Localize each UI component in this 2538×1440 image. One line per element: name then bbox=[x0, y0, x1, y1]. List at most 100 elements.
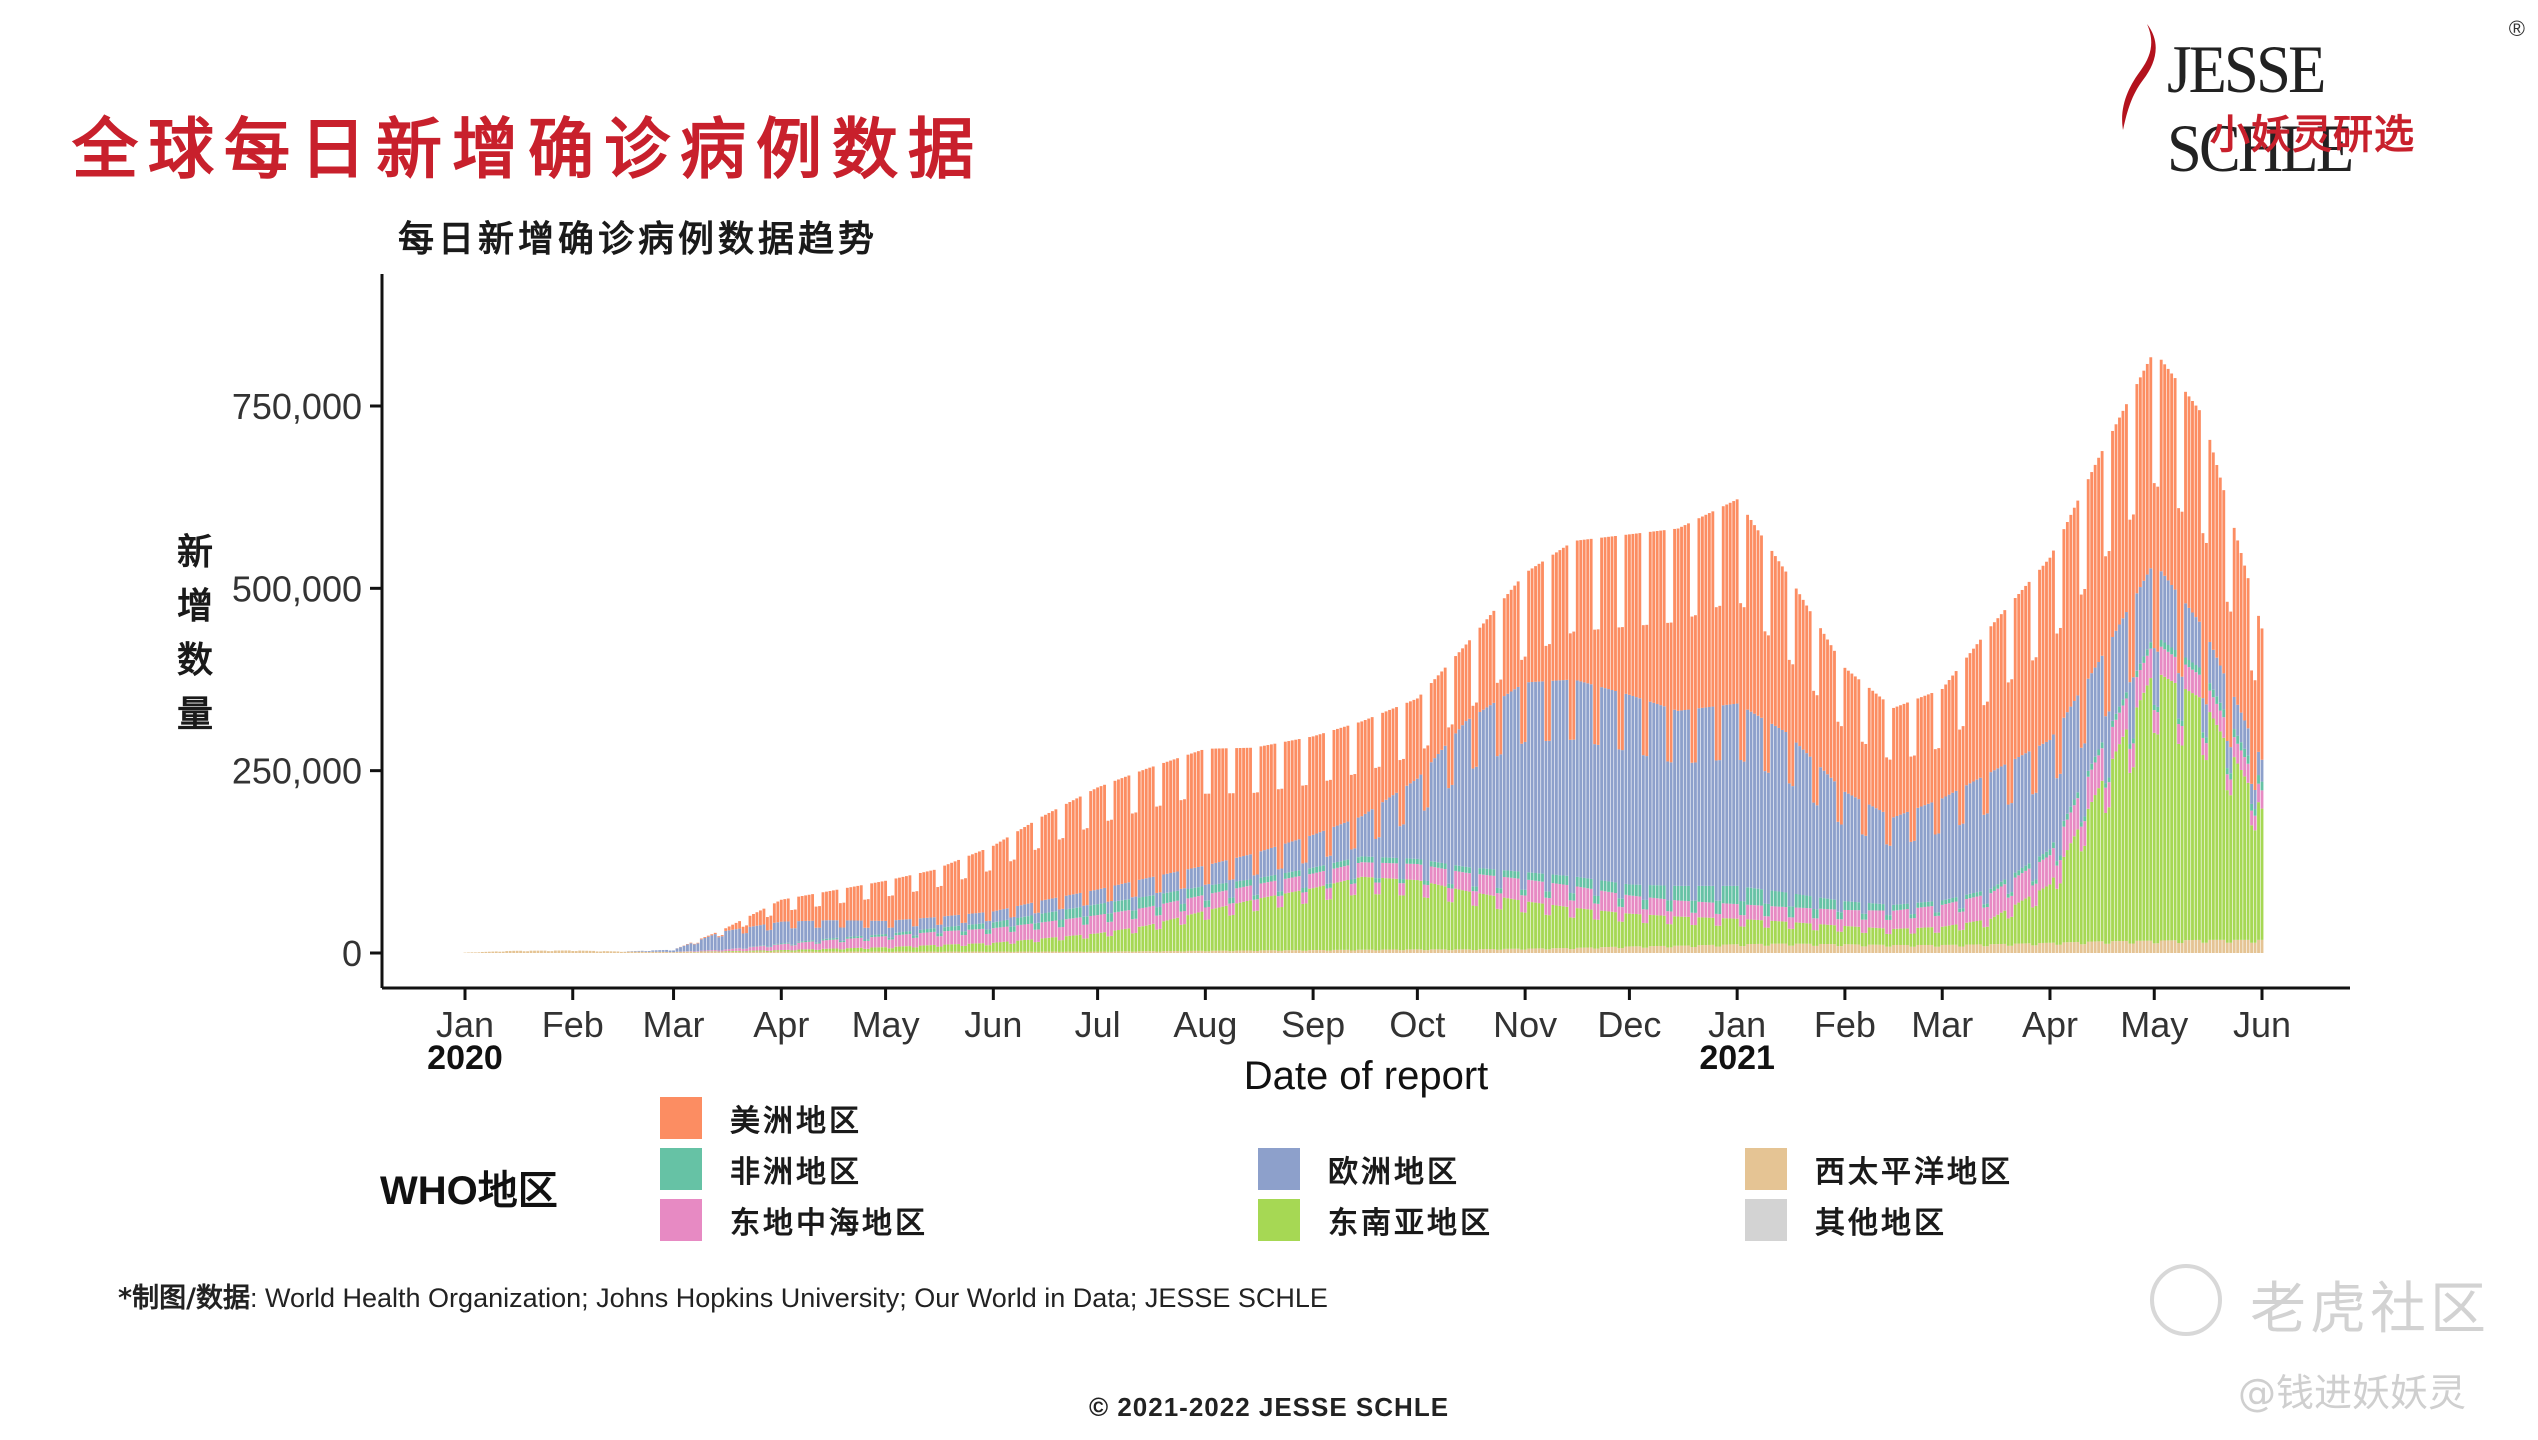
bar-segment bbox=[2111, 720, 2114, 727]
bar-segment bbox=[936, 951, 940, 953]
bar-segment bbox=[2083, 588, 2087, 744]
bar-segment bbox=[1572, 739, 1576, 894]
bar-segment bbox=[686, 951, 689, 953]
bar-segment bbox=[1673, 528, 1677, 710]
bar-segment bbox=[1238, 880, 1242, 888]
bar-segment bbox=[863, 951, 867, 953]
bar-segment bbox=[1068, 935, 1072, 952]
bar-segment bbox=[960, 922, 964, 932]
bar-segment bbox=[2052, 942, 2055, 953]
bar-segment bbox=[1148, 895, 1152, 907]
bar-segment bbox=[800, 921, 804, 942]
bar-segment bbox=[1019, 940, 1023, 952]
bar-segment bbox=[870, 935, 874, 938]
bar-segment bbox=[1565, 679, 1569, 876]
bar-segment bbox=[880, 920, 884, 935]
bar-segment bbox=[1718, 760, 1722, 901]
bar-segment bbox=[2097, 755, 2101, 789]
bar-segment bbox=[1694, 762, 1697, 901]
bar-segment bbox=[2177, 718, 2181, 725]
bar-segment bbox=[2215, 465, 2219, 658]
bar-segment bbox=[1617, 948, 1621, 953]
bar-segment bbox=[1308, 874, 1312, 889]
bar-segment bbox=[1509, 877, 1513, 899]
bar-segment bbox=[1144, 925, 1148, 952]
bar-segment bbox=[1829, 899, 1833, 910]
bar-segment bbox=[1937, 946, 1941, 953]
bar-segment bbox=[1565, 884, 1569, 907]
bar-segment bbox=[1561, 884, 1565, 907]
bar-segment bbox=[918, 872, 922, 919]
bar-segment bbox=[1137, 771, 1141, 880]
bar-segment bbox=[859, 937, 863, 948]
bar-segment bbox=[1096, 933, 1100, 952]
bar-segment bbox=[1120, 951, 1124, 953]
bar-segment bbox=[1308, 737, 1312, 836]
bar-segment bbox=[1440, 868, 1444, 886]
bar-segment bbox=[1405, 949, 1409, 953]
bar-segment bbox=[1061, 908, 1065, 920]
bar-segment bbox=[1085, 951, 1089, 953]
bar-segment bbox=[1096, 787, 1100, 890]
bar-segment bbox=[2128, 943, 2132, 953]
bar-segment bbox=[1704, 514, 1708, 708]
bar-segment bbox=[1857, 944, 1861, 953]
bar-segment bbox=[1624, 534, 1628, 694]
bar-segment bbox=[1836, 721, 1840, 822]
bar-segment bbox=[1732, 885, 1736, 904]
bar-segment bbox=[1162, 921, 1166, 952]
bar-segment bbox=[1885, 919, 1889, 934]
bar-segment bbox=[2253, 680, 2257, 790]
bar-segment bbox=[2260, 628, 2264, 760]
bar-segment bbox=[957, 925, 960, 931]
bar-segment bbox=[2194, 939, 2198, 953]
bar-segment bbox=[1982, 927, 1986, 947]
bar-segment bbox=[1509, 870, 1513, 878]
bar-segment bbox=[1829, 944, 1833, 953]
bar-segment bbox=[1864, 835, 1868, 914]
bar-segment bbox=[2222, 673, 2226, 710]
bar-segment bbox=[1700, 945, 1704, 953]
bar-segment bbox=[950, 862, 954, 916]
bar-segment bbox=[2204, 542, 2208, 705]
bar-segment bbox=[1426, 880, 1430, 886]
bar-segment bbox=[1422, 950, 1426, 953]
bar-segment bbox=[1767, 635, 1770, 773]
bar-segment bbox=[1541, 903, 1544, 949]
bar-segment bbox=[1026, 824, 1030, 904]
bar-segment bbox=[2232, 939, 2236, 953]
bar-segment bbox=[1183, 888, 1186, 904]
bar-segment bbox=[2243, 939, 2247, 953]
bar-segment bbox=[2093, 941, 2097, 953]
bar-segment bbox=[1127, 775, 1131, 883]
bar-segment bbox=[915, 891, 919, 927]
bar-segment bbox=[2104, 787, 2108, 813]
bar-segment bbox=[2204, 942, 2208, 953]
bar-segment bbox=[1203, 907, 1207, 921]
bar-segment bbox=[1760, 535, 1763, 718]
bar-segment bbox=[2097, 749, 2101, 756]
bar-segment bbox=[1016, 831, 1020, 906]
bar-segment bbox=[1753, 713, 1756, 889]
bar-segment bbox=[887, 939, 891, 949]
bar-segment bbox=[1680, 945, 1683, 953]
bar-segment bbox=[1304, 903, 1308, 951]
bar-segment bbox=[887, 927, 891, 938]
bar-segment bbox=[1589, 888, 1593, 910]
bar-segment bbox=[2086, 678, 2090, 771]
bar-segment bbox=[859, 885, 863, 921]
bar-segment bbox=[2163, 940, 2167, 953]
bar-segment bbox=[1787, 783, 1791, 907]
bar-segment bbox=[1749, 904, 1753, 920]
bar-segment bbox=[1141, 770, 1145, 880]
bar-segment bbox=[1892, 904, 1895, 911]
bar-segment bbox=[546, 951, 550, 953]
bar-segment bbox=[1148, 906, 1152, 925]
bar-segment bbox=[1798, 907, 1802, 923]
bar-segment bbox=[1447, 887, 1451, 902]
bar-segment bbox=[1902, 813, 1906, 904]
bar-segment bbox=[2236, 735, 2240, 744]
bar-segment bbox=[1753, 919, 1756, 944]
bar-segment bbox=[1193, 867, 1197, 888]
bar-segment bbox=[1315, 887, 1318, 951]
